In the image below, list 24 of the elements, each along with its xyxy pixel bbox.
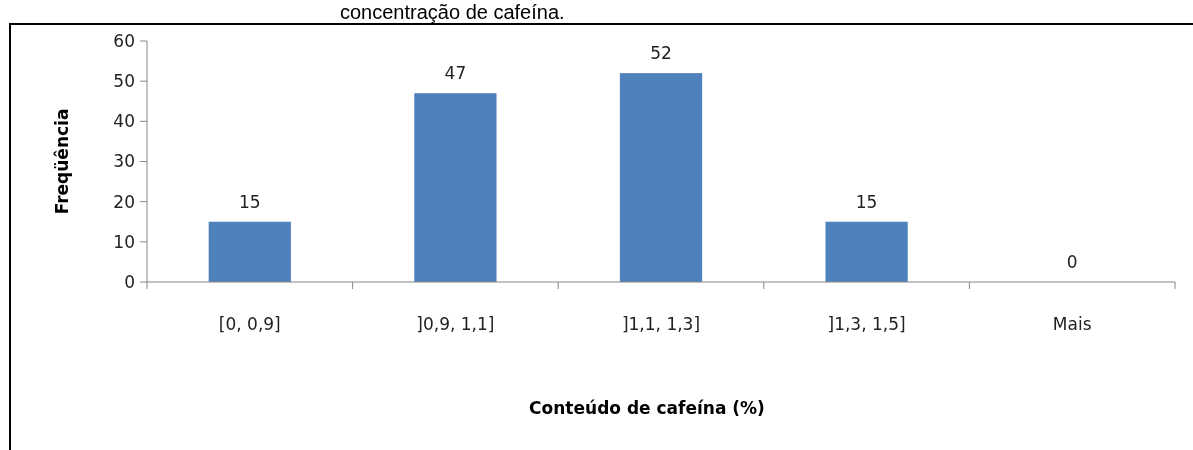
bar bbox=[414, 93, 497, 282]
y-tick-label: 0 bbox=[124, 271, 135, 292]
chart-title: concentração de cafeína. bbox=[340, 1, 565, 23]
data-label: 52 bbox=[650, 43, 672, 64]
y-tick-label: 30 bbox=[113, 151, 135, 172]
x-tick-label: ]1,1, 1,3] bbox=[621, 314, 701, 334]
y-tick-label: 10 bbox=[113, 231, 135, 252]
y-tick-label: 40 bbox=[113, 111, 135, 132]
bar bbox=[825, 221, 908, 282]
y-tick-label: 20 bbox=[113, 191, 135, 212]
y-tick-label: 60 bbox=[113, 30, 135, 51]
y-tick-label: 50 bbox=[113, 71, 135, 92]
data-label: 15 bbox=[855, 191, 878, 212]
x-tick-label: Mais bbox=[1052, 314, 1092, 334]
bar bbox=[619, 73, 703, 282]
x-tick-label: ]0,9, 1,1] bbox=[416, 314, 495, 334]
y-axis-title: Freqüência bbox=[52, 108, 72, 215]
x-tick-label: [0, 0,9] bbox=[218, 314, 281, 334]
x-tick-label: ]1,3, 1,5] bbox=[827, 314, 906, 334]
data-label: 15 bbox=[238, 191, 261, 212]
data-label: 47 bbox=[444, 63, 467, 84]
x-axis-title: Conteúdo de cafeína (%) bbox=[529, 398, 765, 418]
bar bbox=[208, 221, 291, 282]
data-label: 0 bbox=[1066, 252, 1078, 272]
